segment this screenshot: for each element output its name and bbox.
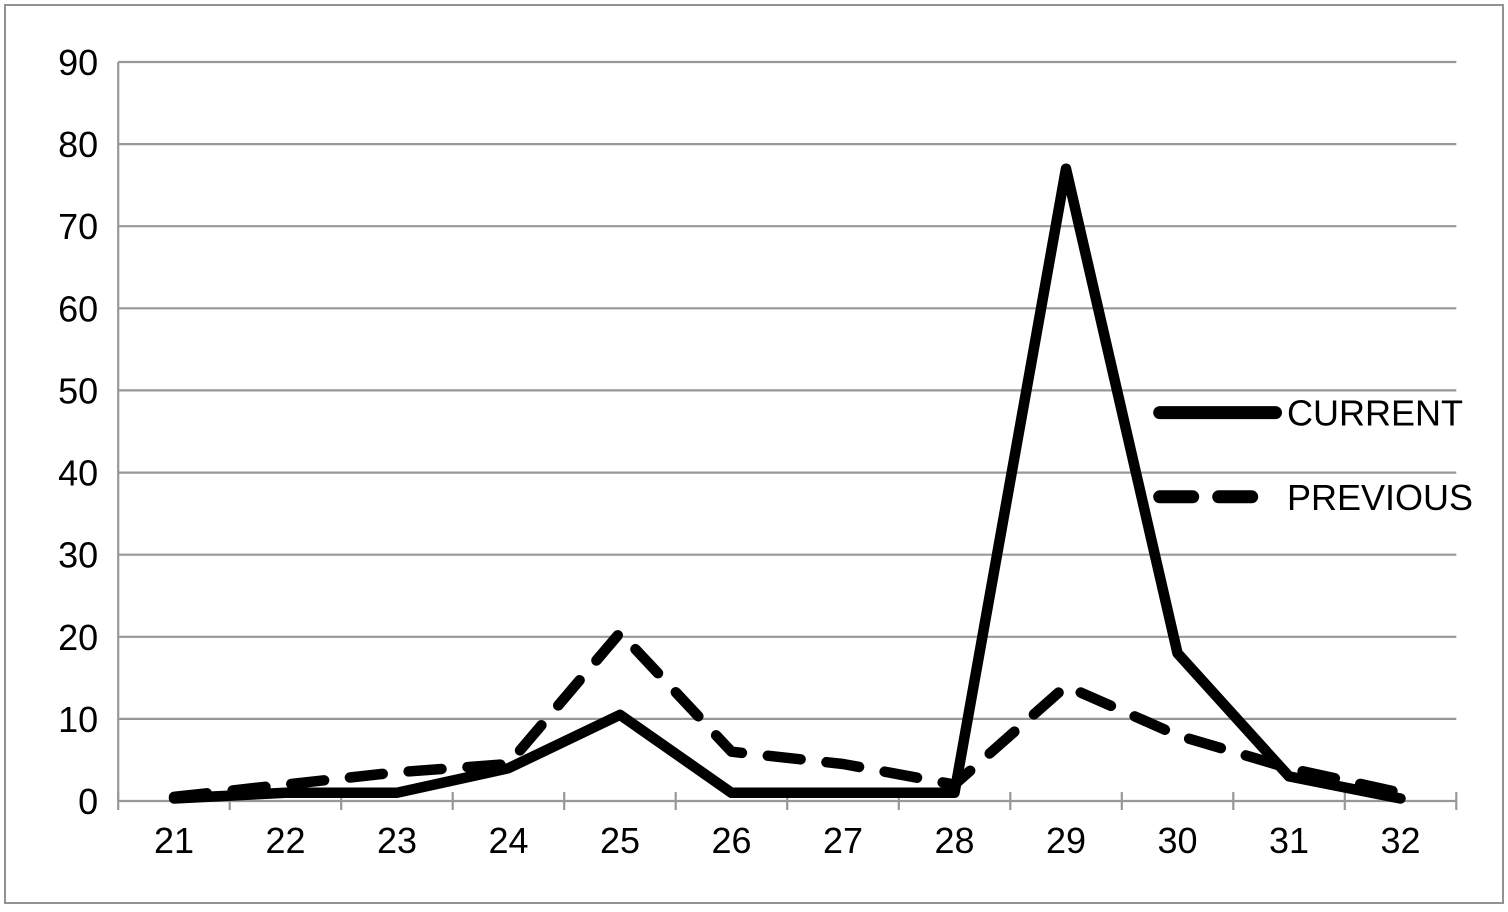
svg-text:31: 31	[1269, 820, 1309, 861]
svg-text:0: 0	[78, 781, 98, 822]
svg-text:10: 10	[58, 699, 98, 740]
svg-text:90: 90	[58, 42, 98, 83]
svg-text:22: 22	[265, 820, 305, 861]
svg-text:32: 32	[1380, 820, 1420, 861]
svg-text:23: 23	[377, 820, 417, 861]
svg-text:25: 25	[600, 820, 640, 861]
svg-text:70: 70	[58, 206, 98, 247]
svg-text:80: 80	[58, 124, 98, 165]
svg-text:30: 30	[1157, 820, 1197, 861]
svg-text:60: 60	[58, 288, 98, 329]
svg-text:28: 28	[934, 820, 974, 861]
svg-text:30: 30	[58, 535, 98, 576]
svg-text:40: 40	[58, 453, 98, 494]
svg-text:20: 20	[58, 617, 98, 658]
svg-text:50: 50	[58, 370, 98, 411]
svg-text:29: 29	[1046, 820, 1086, 861]
svg-text:21: 21	[154, 820, 194, 861]
svg-text:27: 27	[823, 820, 863, 861]
svg-text:26: 26	[711, 820, 751, 861]
svg-text:PREVIOUS: PREVIOUS	[1287, 477, 1473, 518]
svg-text:CURRENT: CURRENT	[1287, 393, 1463, 434]
svg-text:24: 24	[488, 820, 528, 861]
